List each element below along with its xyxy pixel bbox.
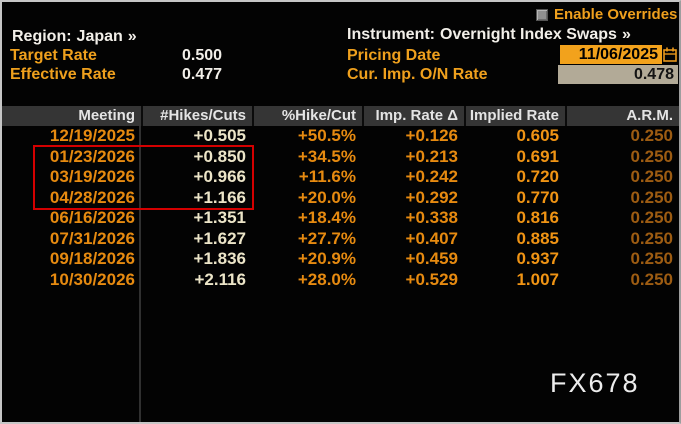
col-header-implied-rate[interactable]: Implied Rate <box>464 106 565 126</box>
cell-implied-rate: 0.605 <box>516 126 559 145</box>
table-row[interactable]: 06/16/2026 +1.351 +18.4% +0.338 0.816 0.250 <box>2 208 679 229</box>
col-header-pct-hike-cut[interactable]: %Hike/Cut <box>252 106 362 126</box>
cell-pct-hike-cut: +28.0% <box>297 269 356 289</box>
region-more-arrow: » <box>127 28 137 45</box>
cell-arm: 0.250 <box>630 167 673 186</box>
cell-meeting: 10/30/2026 <box>49 269 135 289</box>
cell-arm: 0.250 <box>630 228 673 248</box>
cell-imp-rate-delta: +0.338 <box>405 208 458 227</box>
cell-pct-hike-cut: +18.4% <box>297 208 356 227</box>
cur-imp-on-rate-label: Cur. Imp. O/N Rate <box>347 66 488 83</box>
cur-imp-on-rate-field[interactable]: 0.478 <box>558 65 678 84</box>
cell-implied-rate: 0.816 <box>516 208 559 227</box>
pricing-date-input[interactable]: 11/06/2025 <box>560 45 662 64</box>
instrument-value: Overnight Index Swaps <box>440 26 617 43</box>
fx678-watermark: FX678 <box>550 368 640 398</box>
cell-imp-rate-delta: +0.292 <box>405 187 458 207</box>
cell-pct-hike-cut: +34.5% <box>297 146 356 166</box>
cell-implied-rate: 0.770 <box>516 187 559 207</box>
cell-hikes-cuts: +0.505 <box>193 126 246 145</box>
cell-imp-rate-delta: +0.459 <box>405 249 458 268</box>
effective-rate-value: 0.477 <box>182 66 223 83</box>
cell-meeting: 09/18/2026 <box>49 249 135 268</box>
table-row[interactable]: 10/30/2026 +2.116 +28.0% +0.529 1.007 0.250 <box>2 270 679 291</box>
rates-table: Meeting #Hikes/Cuts %Hike/Cut Imp. Rate … <box>2 106 679 290</box>
cell-arm: 0.250 <box>630 249 673 268</box>
highlight-rectangle <box>33 145 254 210</box>
cell-pct-hike-cut: +20.0% <box>297 187 356 207</box>
region-value: Japan <box>76 28 123 45</box>
region-selector[interactable]: Region: Japan » <box>12 28 137 46</box>
cell-implied-rate: 1.007 <box>516 269 559 289</box>
cell-meeting: 12/19/2025 <box>49 126 135 145</box>
table-row[interactable]: 01/23/2026 +0.850 +34.5% +0.213 0.691 0.250 <box>2 147 679 168</box>
cell-hikes-cuts: +2.116 <box>194 269 246 289</box>
cell-implied-rate: 0.720 <box>516 167 559 186</box>
cell-hikes-cuts: +0.966 <box>193 167 246 186</box>
cell-arm: 0.250 <box>630 187 673 207</box>
cell-implied-rate: 0.691 <box>516 146 559 166</box>
table-body: 12/19/2025 +0.505 +50.5% +0.126 0.605 0.250 01… <box>2 126 679 290</box>
cell-meeting: 06/16/2026 <box>49 208 135 227</box>
table-header: Meeting #Hikes/Cuts %Hike/Cut Imp. Rate … <box>2 106 679 126</box>
effective-rate-label: Effective Rate <box>10 66 116 83</box>
cell-arm: 0.250 <box>630 146 673 166</box>
cell-pct-hike-cut: +11.6% <box>298 167 356 186</box>
cell-hikes-cuts: +1.351 <box>193 208 246 227</box>
col-header-hikes-cuts[interactable]: #Hikes/Cuts <box>141 106 252 126</box>
calendar-icon[interactable] <box>663 47 677 62</box>
instrument-more-arrow: » <box>621 26 631 43</box>
col-header-meeting[interactable]: Meeting <box>78 107 135 124</box>
cell-pct-hike-cut: +27.7% <box>297 228 356 248</box>
cell-imp-rate-delta: +0.213 <box>405 146 458 166</box>
cell-meeting: 04/28/2026 <box>49 187 135 207</box>
enable-overrides-label: Enable Overrides <box>554 6 678 23</box>
col-header-imp-rate-delta[interactable]: Imp. Rate Δ <box>362 106 464 126</box>
cell-meeting: 07/31/2026 <box>49 228 135 248</box>
cell-hikes-cuts: +1.836 <box>193 249 246 268</box>
table-row[interactable]: 09/18/2026 +1.836 +20.9% +0.459 0.937 0.250 <box>2 249 679 270</box>
cell-imp-rate-delta: +0.407 <box>405 228 458 248</box>
cell-hikes-cuts: +0.850 <box>193 146 246 166</box>
pricing-date-label: Pricing Date <box>347 47 441 64</box>
cell-pct-hike-cut: +50.5% <box>297 126 356 145</box>
cell-meeting: 03/19/2026 <box>49 167 135 186</box>
instrument-label: Instrument: <box>347 26 435 43</box>
cell-imp-rate-delta: +0.126 <box>405 126 458 145</box>
target-rate-value: 0.500 <box>182 47 223 64</box>
region-label: Region: <box>12 28 72 45</box>
target-rate-label: Target Rate <box>10 47 97 64</box>
table-row[interactable]: 03/19/2026 +0.966 +11.6% +0.242 0.720 0.250 <box>2 167 679 188</box>
cell-arm: 0.250 <box>630 269 673 289</box>
cell-imp-rate-delta: +0.242 <box>405 167 458 186</box>
cell-pct-hike-cut: +20.9% <box>297 249 356 268</box>
cell-arm: 0.250 <box>630 126 673 145</box>
cell-meeting: 01/23/2026 <box>49 146 135 166</box>
instrument-selector[interactable]: Instrument: Overnight Index Swaps » <box>347 26 631 44</box>
table-row[interactable]: 12/19/2025 +0.505 +50.5% +0.126 0.605 0.250 <box>2 126 679 147</box>
enable-overrides-checkbox[interactable] <box>536 8 548 21</box>
col-header-arm[interactable]: A.R.M. <box>565 106 679 126</box>
cell-arm: 0.250 <box>630 208 673 227</box>
table-row[interactable]: 04/28/2026 +1.166 +20.0% +0.292 0.770 0.250 <box>2 188 679 209</box>
meeting-column-separator <box>139 126 141 422</box>
cell-implied-rate: 0.937 <box>516 249 559 268</box>
cell-hikes-cuts: +1.627 <box>193 228 246 248</box>
cell-imp-rate-delta: +0.529 <box>405 269 458 289</box>
cell-implied-rate: 0.885 <box>516 228 559 248</box>
enable-overrides-control[interactable]: Enable Overrides <box>536 6 677 23</box>
table-row[interactable]: 07/31/2026 +1.627 +27.7% +0.407 0.885 0.250 <box>2 229 679 250</box>
cell-hikes-cuts: +1.166 <box>193 187 246 207</box>
